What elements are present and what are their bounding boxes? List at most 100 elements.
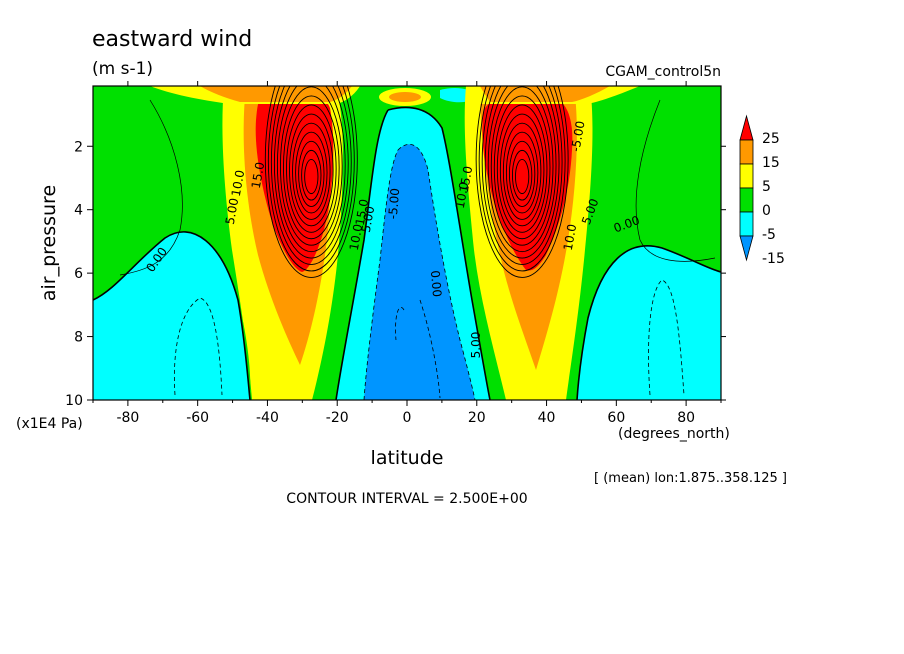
- south-jet-contour-8: [289, 113, 334, 227]
- run-label: CGAM_control5n: [605, 64, 721, 80]
- x-tick-label-4: 0: [403, 410, 412, 426]
- colorbar-swatch-2: [739, 163, 754, 189]
- south-jet-contour-6: [283, 95, 340, 240]
- south-jet-contour-3: [273, 86, 349, 259]
- south-jet-contour-11: [298, 140, 325, 207]
- contour-label-6: 10.0: [347, 223, 365, 252]
- zero-contour-2: [387, 106, 491, 400]
- north-jet-contour-6: [493, 95, 551, 240]
- mean-note: [ (mean) lon:1.875..358.125 ]: [594, 471, 787, 486]
- band-neg-strong-tropics: [364, 144, 475, 400]
- north-jet-contour-13: [515, 159, 530, 195]
- band-eq-top-inner: [389, 92, 421, 102]
- south-jet-contour-4: [276, 86, 346, 253]
- x-axis: -80 -60 -40 -20 0 20 40 60 80: [92, 81, 722, 426]
- colorbar-swatch-4: [739, 211, 754, 237]
- colorbar-label-2: 5: [762, 179, 771, 195]
- south-jet-contour-2: [270, 86, 352, 265]
- pos-contour-1: [635, 99, 716, 262]
- neg-contour-3: [363, 149, 399, 400]
- north-jet-contour-8: [499, 113, 545, 227]
- colorbar-label-4: -5: [762, 227, 776, 243]
- north-jet-contour-7: [496, 104, 548, 233]
- colorbar-swatch-0: [739, 114, 754, 141]
- contour-label-5: 5.00: [359, 205, 377, 234]
- neg-contour-4: [395, 307, 405, 341]
- south-jet-contour-10: [295, 131, 328, 214]
- chart-title: eastward wind: [92, 27, 252, 52]
- x-tick-label-5: 20: [468, 410, 486, 426]
- contour-label-4: -5.00: [386, 188, 403, 220]
- contour-interval-note: CONTOUR INTERVAL = 2.500E+00: [286, 491, 527, 507]
- x-tick-label-3: -20: [326, 410, 349, 426]
- band-south-top-inner: [200, 86, 352, 102]
- contour-label-10: 10.0: [561, 223, 579, 252]
- contour-label-1: 5.00: [223, 197, 241, 226]
- y-axis: 2 4 6 8 10: [65, 139, 726, 409]
- north-jet-contour-2: [481, 86, 563, 265]
- neg-contour-5: [419, 299, 441, 399]
- contour-label-2: 10.0: [229, 169, 247, 198]
- north-jet-contour-0: [475, 86, 569, 278]
- x-tick-label-7: 60: [607, 410, 625, 426]
- pos-contour-0: [119, 99, 183, 276]
- x-axis-units: (degrees_north): [618, 426, 730, 442]
- x-tick-label-8: 80: [677, 410, 695, 426]
- south-jet-contour-5: [279, 86, 343, 246]
- contour-label-15: 15.0: [457, 165, 475, 194]
- contour-lines: [93, 86, 721, 400]
- north-jet-contour-5: [490, 86, 554, 246]
- y-axis-label: air_pressure: [38, 185, 60, 301]
- contour-label-14: 10.0: [453, 181, 471, 210]
- contour-label-11: -5.00: [568, 120, 587, 153]
- contour-label-7: 15.0: [353, 198, 371, 227]
- contour-label-13: 5.00: [469, 332, 483, 359]
- colorbar: 25 15 5 0 -5 -15: [739, 114, 785, 267]
- north-jet-contour-12: [511, 149, 533, 201]
- zero-contour-0: [93, 231, 251, 400]
- colorbar-label-1: 15: [762, 155, 780, 171]
- y-tick-label-0: 2: [74, 139, 83, 155]
- north-jet-contour-1: [478, 86, 566, 272]
- colorbar-swatch-1: [739, 139, 754, 165]
- y-axis-units: (x1E4 Pa): [16, 416, 83, 432]
- south-jet-contour-0: [264, 86, 358, 278]
- neg-contour-2: [397, 144, 476, 400]
- neg-contour-1: [648, 279, 685, 396]
- colorbar-label-3: 0: [762, 203, 771, 219]
- north-jet-contour-10: [505, 131, 539, 214]
- colorbar-swatch-3: [739, 187, 754, 213]
- zero-contour-1: [576, 245, 721, 400]
- x-axis-label: latitude: [371, 447, 444, 469]
- band-south-jet-2: [255, 92, 334, 272]
- north-jet-contour-9: [502, 122, 542, 220]
- units-label: (m s-1): [92, 59, 153, 79]
- x-tick-label-0: -80: [116, 410, 139, 426]
- colorbar-swatch-5: [739, 235, 754, 262]
- colorbar-label-0: 25: [762, 131, 780, 147]
- x-tick-label-6: 40: [538, 410, 556, 426]
- y-tick-label-4: 10: [65, 393, 83, 409]
- neg-contour-0: [174, 297, 223, 396]
- y-tick-label-1: 4: [74, 203, 83, 219]
- contour-label-12: 0.00: [428, 270, 444, 298]
- south-jet-contour-7: [286, 104, 337, 233]
- north-jet-contour-3: [484, 86, 560, 259]
- zero-contour-3: [335, 109, 389, 400]
- band-neg-north-high-lat: [577, 245, 721, 400]
- south-jet-contour-13: [304, 159, 319, 195]
- north-jet-contour-11: [508, 140, 536, 207]
- y-tick-label-2: 6: [74, 266, 83, 282]
- south-jet-contour-12: [301, 149, 322, 201]
- x-tick-label-1: -60: [186, 410, 209, 426]
- south-jet-contour-1: [267, 86, 355, 272]
- north-jet-contour-4: [487, 86, 557, 253]
- band-neg-south-high-lat: [93, 231, 250, 400]
- south-jet-contour-9: [292, 122, 331, 220]
- x-tick-label-2: -40: [256, 410, 279, 426]
- colorbar-label-5: -15: [762, 251, 785, 267]
- y-tick-label-3: 8: [74, 330, 83, 346]
